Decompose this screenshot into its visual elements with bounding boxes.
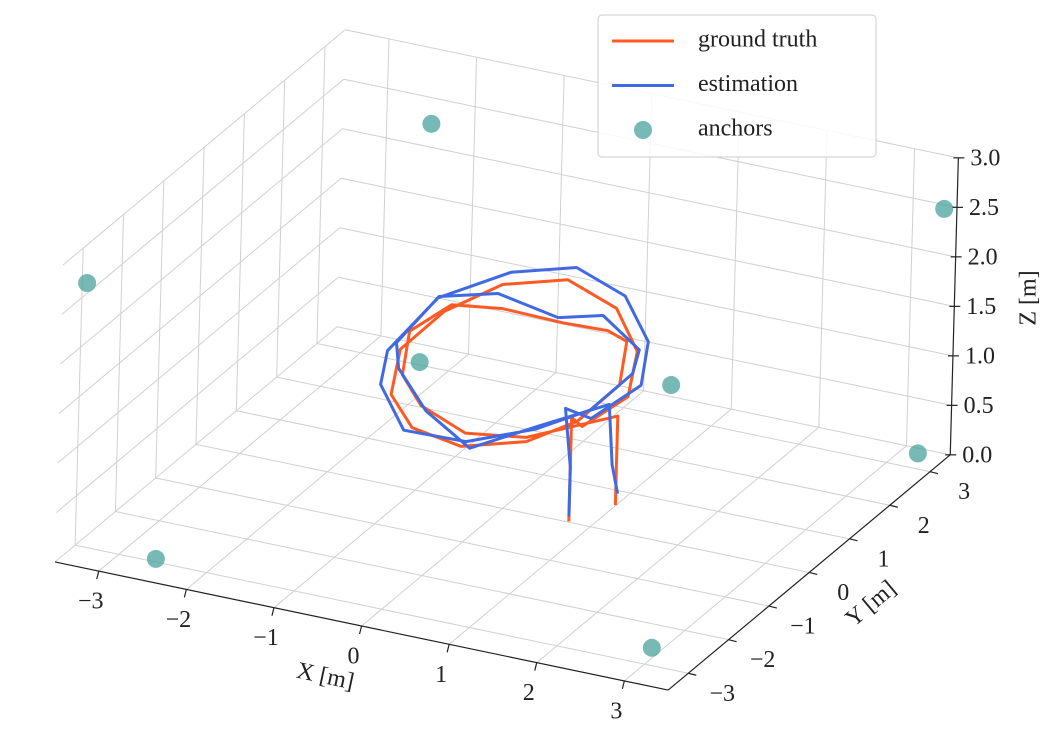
anchor-point: [146, 549, 165, 568]
z-tick-label: 1.5: [966, 294, 996, 320]
y-tick: [849, 538, 858, 542]
legend-label: ground truth: [698, 27, 817, 53]
trajectory-line: [379, 266, 650, 517]
z-axis-label: Z [m]: [1016, 270, 1042, 325]
y-tick-label: 1: [878, 546, 890, 572]
y-tick-label: −1: [790, 614, 816, 640]
y-tick: [688, 672, 697, 676]
anchor-point: [410, 353, 429, 372]
grid-line: [195, 443, 810, 573]
x-tick-label: 2: [523, 680, 535, 706]
z-tick-label: 2.5: [969, 195, 999, 221]
grid-line: [115, 511, 729, 641]
z-tick-label: 1.0: [965, 343, 995, 369]
z-tick-label: 3.0: [970, 145, 1000, 171]
y-tick-label: 2: [918, 513, 930, 539]
anchor-point: [935, 199, 954, 218]
anchor-point: [422, 114, 441, 133]
legend-label: anchors: [698, 116, 773, 142]
y-tick-label: −2: [750, 647, 776, 673]
x-tick: [534, 662, 538, 671]
grid-line: [155, 477, 770, 607]
y-tick: [768, 605, 778, 609]
y-tick-label: 3: [958, 479, 970, 505]
legend-box: [597, 14, 877, 158]
legend-marker: [634, 121, 652, 139]
grid-line: [62, 29, 346, 266]
y-tick: [728, 639, 737, 643]
x-tick-label: 3: [610, 698, 622, 724]
y-axis-label: Y [m]: [841, 576, 901, 633]
z-tick-label: 0.5: [964, 393, 994, 419]
grid-line: [58, 177, 342, 414]
grid-line: [54, 326, 338, 563]
y-tick: [889, 504, 898, 508]
grid-line: [339, 227, 954, 357]
legend: ground truth estimation anchors: [597, 14, 877, 158]
grid-line: [57, 227, 341, 464]
grid-line: [60, 128, 343, 365]
y-tick-label: 0: [837, 580, 849, 606]
grid-line: [338, 276, 952, 406]
x-axis: [54, 561, 669, 691]
x-tick: [96, 570, 100, 580]
grid-line: [336, 326, 951, 456]
x-tick-label: −2: [166, 607, 192, 633]
x-tick: [358, 625, 363, 635]
grid-line: [342, 128, 956, 258]
x-tick: [271, 607, 275, 616]
x-tick-label: 0: [348, 644, 360, 670]
anchor-point: [908, 444, 927, 463]
grid-line: [276, 376, 890, 506]
legend-label: estimation: [698, 71, 798, 97]
x-tick-label: −3: [78, 589, 104, 615]
grid-line: [236, 410, 850, 540]
x-tick-label: −1: [253, 625, 279, 651]
x-tick-label: 1: [435, 662, 447, 688]
anchor-point: [78, 274, 97, 293]
y-tick-label: −3: [710, 681, 736, 707]
grid-line: [61, 78, 345, 315]
grid-line: [55, 276, 339, 513]
grid-line: [340, 177, 955, 307]
y-tick: [929, 471, 939, 475]
y-tick: [809, 571, 818, 576]
anchor-point: [642, 638, 661, 657]
z-tick-label: 2.0: [968, 244, 998, 270]
x-tick: [446, 644, 450, 653]
z-tick-label: 0.0: [962, 442, 992, 468]
grid-line: [74, 544, 689, 674]
x-tick: [183, 589, 187, 598]
anchor-point: [662, 376, 681, 395]
x-tick: [621, 680, 625, 690]
